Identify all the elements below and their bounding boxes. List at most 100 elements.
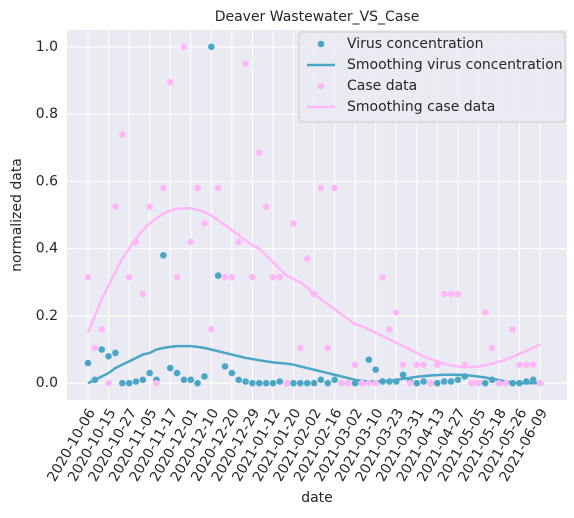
data-point: [153, 379, 160, 387]
data-point: [173, 369, 181, 377]
data-point: [317, 376, 325, 384]
data-point: [440, 378, 448, 385]
y-tick-label: 0.4: [36, 241, 58, 257]
data-point: [112, 203, 119, 210]
data-point: [112, 349, 119, 357]
data-point: [269, 379, 277, 387]
data-point: [173, 273, 181, 281]
data-point: [303, 379, 311, 387]
data-point: [488, 344, 496, 352]
y-tick-label: 0.8: [36, 106, 58, 122]
data-point: [420, 378, 427, 385]
y-tick-label: 1.0: [36, 39, 58, 55]
data-point: [283, 379, 290, 387]
data-point: [98, 346, 106, 353]
data-point: [365, 356, 373, 363]
data-point: [262, 379, 270, 387]
data-point: [468, 379, 475, 387]
data-point: [290, 379, 297, 387]
data-point: [125, 273, 133, 281]
y-tick-label: 0.6: [36, 173, 58, 189]
data-point: [440, 290, 448, 298]
data-point: [84, 359, 92, 367]
data-point: [118, 130, 126, 138]
data-point: [91, 344, 99, 352]
data-point: [502, 379, 510, 387]
data-point: [536, 379, 544, 387]
data-point: [365, 379, 373, 387]
data-point: [160, 184, 167, 192]
chart-title: Deaver Wastewater_VS_Case: [215, 9, 420, 25]
data-point: [214, 184, 222, 192]
legend-marker: [317, 82, 325, 90]
data-point: [413, 361, 421, 368]
data-point: [481, 309, 489, 316]
data-point: [208, 326, 215, 333]
data-point: [125, 379, 133, 387]
data-point: [242, 378, 249, 385]
smooth-line: [86, 207, 541, 369]
legend-marker: [317, 40, 325, 48]
data-point: [372, 366, 379, 374]
data-point: [509, 326, 516, 333]
data-point: [303, 255, 311, 263]
data-point: [221, 363, 229, 370]
y-tick-label: 0.2: [36, 308, 58, 324]
data-point: [132, 378, 140, 385]
data-point: [529, 376, 537, 384]
data-point: [351, 379, 359, 387]
data-point: [98, 326, 106, 333]
data-point: [201, 220, 208, 227]
data-point: [139, 376, 147, 384]
y-tick-label: 0.0: [36, 375, 58, 391]
data-point: [523, 361, 530, 368]
data-point: [297, 344, 304, 352]
legend-label: Virus concentration: [347, 36, 484, 52]
data-point: [208, 43, 215, 51]
data-point: [331, 376, 338, 384]
data-point: [214, 272, 222, 279]
data-point: [324, 344, 332, 352]
data-point: [406, 379, 414, 387]
data-point: [194, 184, 201, 192]
data-point: [386, 326, 393, 333]
data-point: [160, 252, 167, 259]
data-point: [495, 379, 503, 387]
data-point: [338, 379, 345, 387]
smooth-line: [87, 344, 541, 385]
data-point: [447, 290, 455, 298]
data-point: [399, 361, 407, 368]
data-point: [420, 361, 427, 368]
data-point: [228, 273, 236, 281]
data-point: [105, 379, 112, 387]
data-point: [529, 361, 537, 368]
data-point: [180, 376, 188, 384]
data-point: [516, 361, 523, 368]
data-point: [255, 379, 263, 387]
data-point: [166, 78, 174, 86]
data-point: [228, 369, 236, 377]
data-point: [166, 364, 174, 372]
data-point: [242, 60, 249, 67]
data-point: [146, 369, 153, 377]
data-point: [392, 309, 400, 316]
data-point: [434, 379, 441, 387]
data-point: [201, 373, 208, 380]
legend-label: Smoothing case data: [347, 99, 495, 115]
data-point: [358, 379, 366, 387]
data-point: [255, 149, 263, 157]
legend-label: Case data: [347, 78, 417, 94]
data-point: [249, 273, 256, 281]
data-point: [276, 378, 284, 385]
data-point: [262, 203, 270, 210]
data-point: [372, 379, 379, 387]
data-point: [379, 273, 386, 281]
data-point: [331, 184, 338, 192]
data-point: [221, 273, 229, 281]
data-point: [290, 220, 297, 227]
data-point: [454, 376, 462, 384]
legend-box: [298, 31, 566, 123]
y-axis-label: normalized data: [9, 158, 25, 272]
data-point: [269, 273, 277, 281]
